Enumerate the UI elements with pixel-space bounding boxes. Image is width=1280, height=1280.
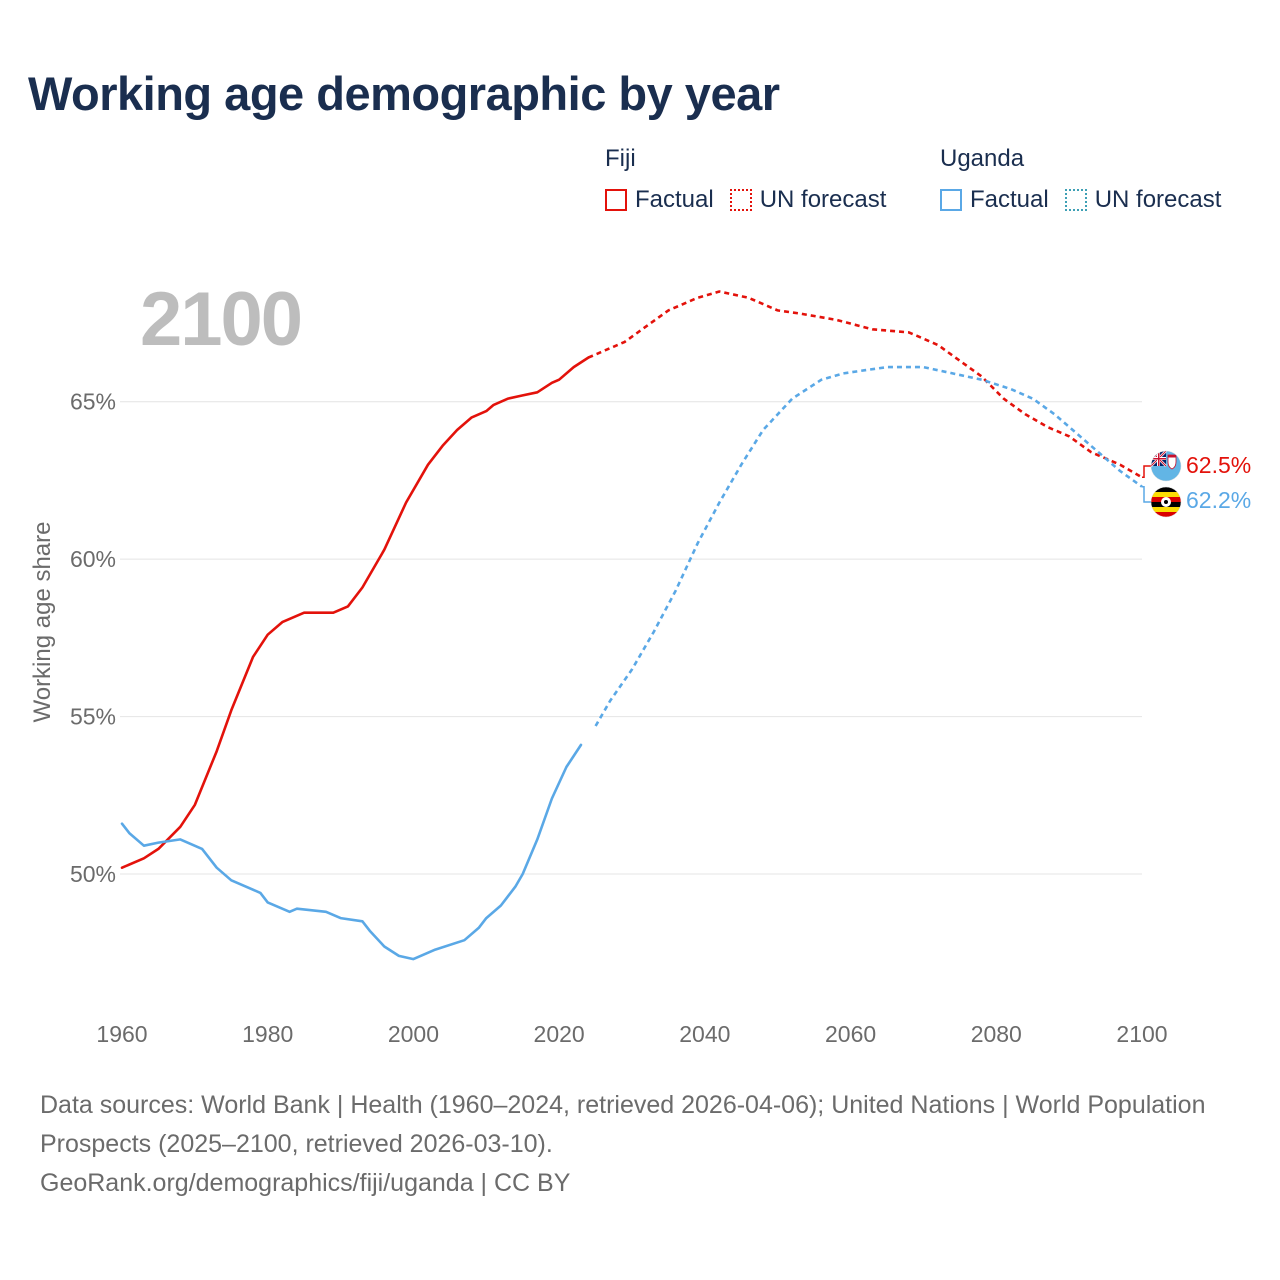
- legend-item-uganda-factual[interactable]: Factual: [940, 186, 1049, 214]
- y-axis-ticks: 50% 55% 60% 65%: [70, 389, 116, 887]
- x-tick-label: 2040: [679, 1021, 730, 1047]
- uganda-flag-icon: [1150, 486, 1182, 518]
- fiji-forecast-line: [587, 290, 1143, 479]
- x-axis-ticks: 1960 1980 2000 2020 2040 2060 2080 2100: [96, 1021, 1167, 1047]
- y-tick-label: 65%: [70, 389, 116, 415]
- fiji-flag-icon: [1150, 450, 1182, 482]
- legend-label-uganda-forecast: UN forecast: [1094, 186, 1222, 213]
- legend-group-uganda: Uganda Factual UN forecast: [940, 144, 1237, 214]
- x-tick-label: 2100: [1116, 1021, 1167, 1047]
- legend-label-fiji-factual: Factual: [635, 186, 714, 213]
- x-tick-label: 2000: [388, 1021, 439, 1047]
- fiji-leader-line: [1142, 465, 1152, 479]
- legend-swatch-uganda-forecast: [1064, 189, 1087, 211]
- legend-label-fiji-forecast: UN forecast: [759, 186, 887, 213]
- y-tick-label: 60%: [70, 546, 116, 572]
- uganda-forecast-line: [594, 365, 1143, 727]
- legend-title-uganda: Uganda: [940, 145, 1025, 172]
- uganda-leader-line: [1142, 485, 1152, 503]
- gridlines: [120, 401, 1142, 875]
- legend-label-uganda-factual: Factual: [970, 186, 1049, 213]
- legend-swatch-fiji-forecast: [729, 189, 752, 211]
- x-tick-label: 2080: [971, 1021, 1022, 1047]
- legend-title-fiji: Fiji: [605, 145, 636, 172]
- fiji-factual-line: [120, 356, 590, 870]
- y-axis-label: Working age share: [29, 522, 56, 723]
- chart-title: Working age demographic by year: [28, 67, 780, 120]
- end-markers: 62.5% 62.2%: [1142, 450, 1251, 518]
- line-chart: 50% 55% 60% 65% 1960 1980 2000 2020 2040 2060 208…: [29, 290, 1251, 1047]
- footer-sources: Data sources: World Bank | Health (1960–…: [40, 1086, 1220, 1203]
- x-tick-label: 2020: [534, 1021, 585, 1047]
- current-year-label: 2100: [140, 277, 303, 362]
- uganda-end-value-label: 62.2%: [1186, 487, 1251, 513]
- legend-swatch-uganda-factual: [940, 189, 962, 211]
- footer-attribution-link[interactable]: GeoRank.org/demographics/fiji/uganda | C…: [40, 1169, 571, 1197]
- y-tick-label: 50%: [70, 861, 116, 887]
- x-tick-label: 2060: [825, 1021, 876, 1047]
- legend-item-fiji-factual[interactable]: Factual: [605, 186, 714, 214]
- uganda-factual-line: [120, 743, 583, 961]
- legend-swatch-fiji-factual: [605, 189, 627, 211]
- x-tick-label: 1960: [96, 1021, 147, 1047]
- footer-data-sources: Data sources: World Bank | Health (1960–…: [40, 1091, 1206, 1158]
- legend-group-fiji: Fiji Factual UN forecast: [605, 144, 902, 214]
- series-lines: [120, 290, 1143, 961]
- y-tick-label: 55%: [70, 704, 116, 730]
- x-tick-label: 1980: [242, 1021, 293, 1047]
- legend-item-uganda-forecast[interactable]: UN forecast: [1064, 186, 1222, 214]
- legend-item-fiji-forecast[interactable]: UN forecast: [729, 186, 887, 214]
- fiji-end-value-label: 62.5%: [1186, 452, 1251, 478]
